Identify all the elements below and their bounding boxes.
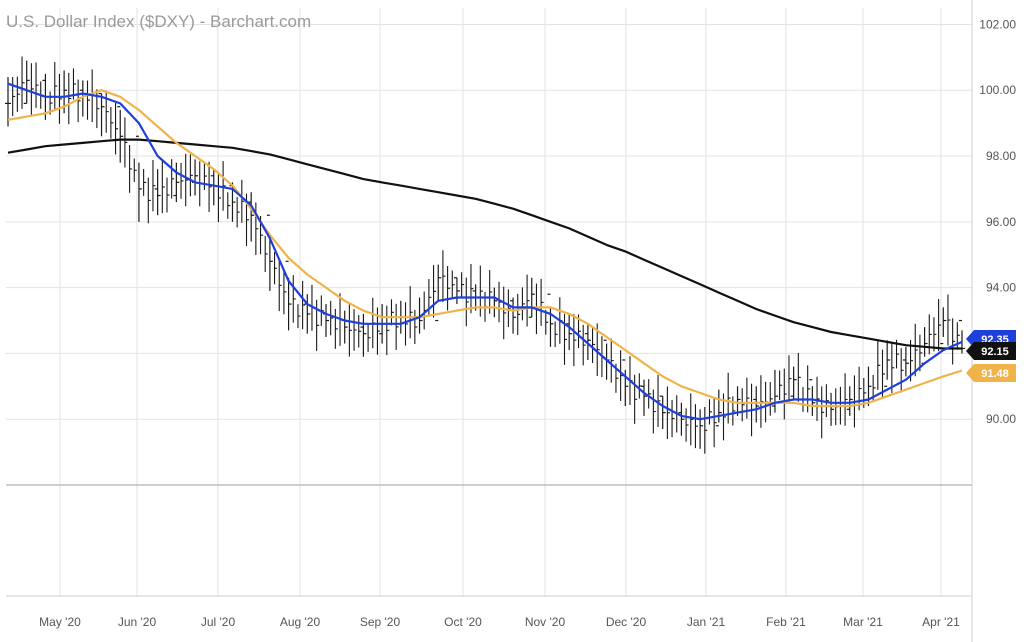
price-badge-label: 91.48: [981, 368, 1009, 380]
y-tick-label: 100.00: [979, 83, 1016, 97]
x-tick-label: May '20: [39, 615, 81, 629]
x-tick-label: Apr '21: [922, 615, 960, 629]
x-tick-label: Mar '21: [843, 615, 883, 629]
ma-black-line: [7, 138, 962, 350]
x-tick-label: Dec '20: [606, 615, 647, 629]
x-tick-label: Jul '20: [201, 615, 236, 629]
y-tick-label: 90.00: [986, 412, 1016, 426]
grid-layer: 102.00100.0098.0096.0094.0092.0090.00May…: [6, 0, 1016, 642]
ma-orange-line: [7, 89, 963, 408]
x-tick-label: Aug '20: [280, 615, 321, 629]
price-badge-bg: [966, 342, 1016, 360]
y-tick-label: 94.00: [986, 281, 1016, 295]
x-tick-label: Nov '20: [525, 615, 566, 629]
chart-title: U.S. Dollar Index ($DXY) - Barchart.com: [6, 12, 311, 31]
y-tick-label: 98.00: [986, 149, 1016, 163]
x-tick-label: Feb '21: [766, 615, 806, 629]
y-tick-label: 102.00: [979, 17, 1016, 31]
x-tick-label: Jan '21: [687, 615, 726, 629]
y-tick-label: 96.00: [986, 215, 1016, 229]
price-badge: 91.48: [966, 364, 1016, 382]
moving-averages-layer: [7, 82, 963, 421]
x-tick-label: Sep '20: [360, 615, 401, 629]
price-badge-bg: [966, 364, 1016, 382]
x-tick-label: Jun '20: [118, 615, 157, 629]
ohlc-bars-layer: [5, 56, 965, 454]
x-tick-label: Oct '20: [444, 615, 482, 629]
price-badge: 92.15: [966, 342, 1016, 360]
price-badge-label: 92.15: [981, 346, 1009, 358]
ma-blue-line: [7, 82, 963, 421]
